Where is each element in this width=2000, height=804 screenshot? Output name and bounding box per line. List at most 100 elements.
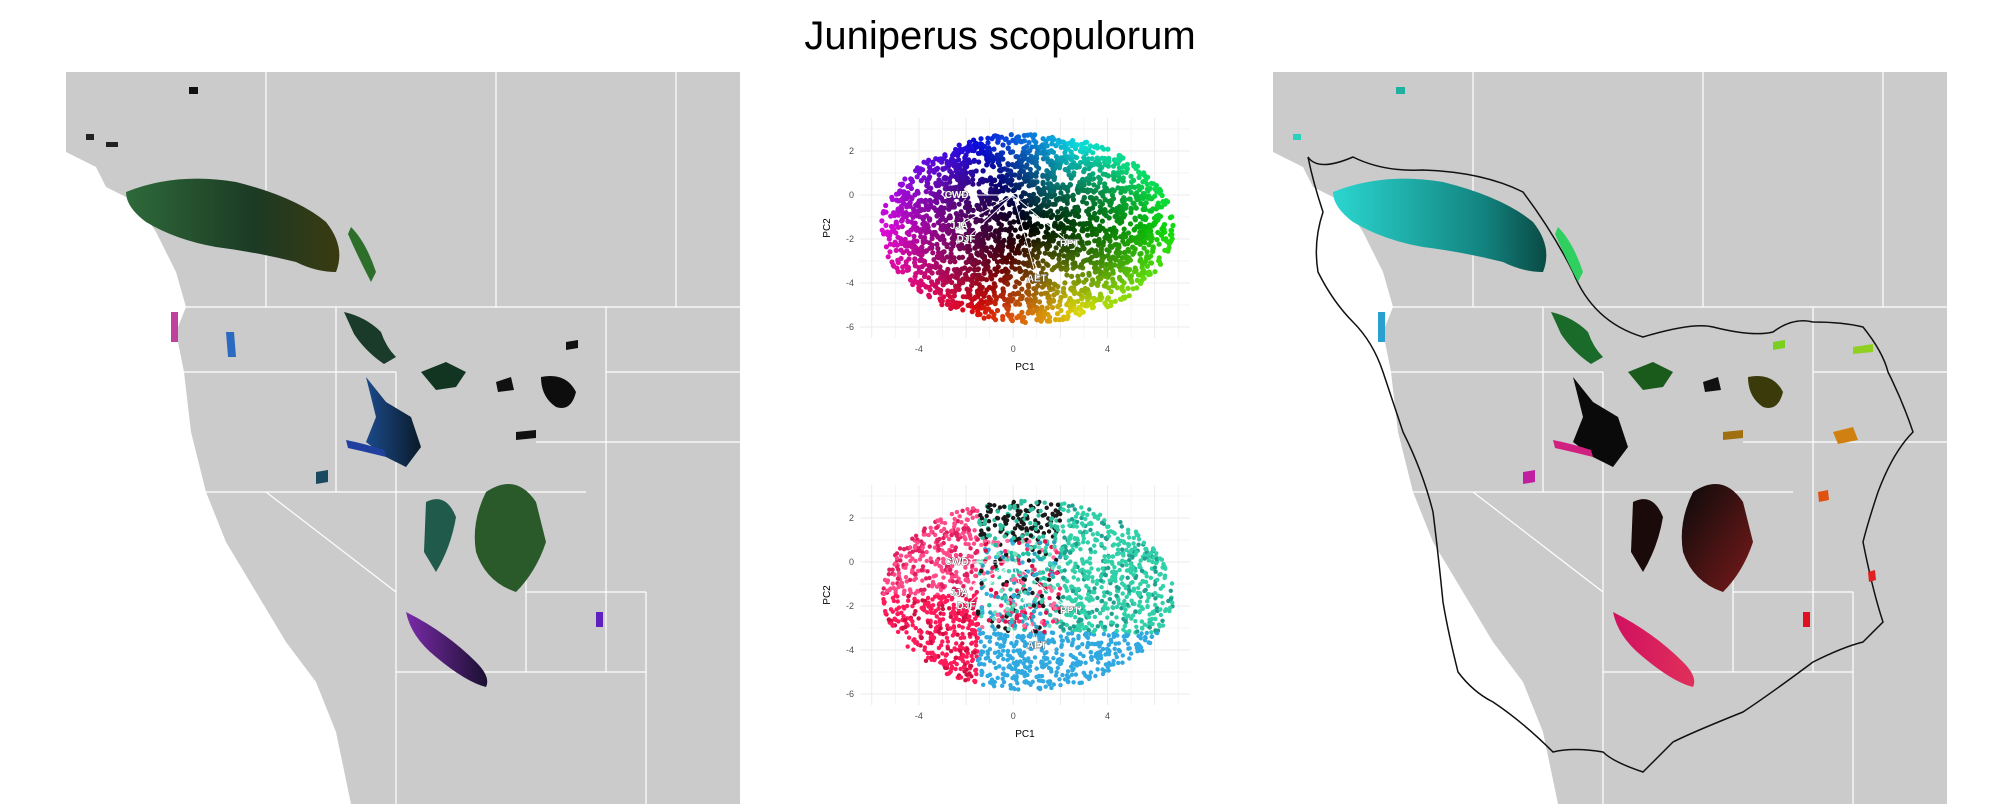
data-point [1033,629,1038,634]
data-point [1005,244,1011,250]
data-point [1005,162,1011,168]
data-point [1099,256,1106,262]
data-point [1051,682,1056,687]
data-point [902,618,908,623]
data-point [967,614,972,619]
data-point [1024,174,1030,180]
data-point [937,595,942,600]
data-point [944,533,949,538]
data-point [1046,199,1052,205]
data-point [920,591,925,596]
data-point [1014,639,1019,644]
data-point [1099,533,1104,539]
data-point [984,591,989,597]
data-point [1162,575,1167,581]
data-point [1032,544,1037,550]
data-point [1062,145,1068,151]
data-point [1056,317,1062,323]
data-point [1140,171,1146,177]
data-point [969,309,975,315]
data-point [986,314,992,320]
left-map-svg [66,72,740,804]
data-point [1144,546,1149,552]
data-point [1065,155,1071,161]
data-point [1130,554,1135,560]
data-point [1093,248,1099,254]
data-point [976,611,981,616]
data-point [1168,605,1173,610]
data-point [1004,518,1010,523]
data-point [992,536,998,541]
data-point [987,639,992,644]
data-point [1000,293,1006,300]
data-point [913,271,919,277]
data-point [1111,262,1118,268]
data-point [1023,144,1030,150]
data-point [1120,288,1126,294]
vector-arrow-ppt [1012,561,1071,611]
data-point [1123,185,1129,191]
data-point [995,567,1000,573]
data-point [993,190,1000,196]
data-point [1098,656,1104,661]
data-point [978,513,983,518]
data-point [1152,186,1158,192]
data-point [974,250,980,256]
data-point [967,631,972,637]
data-point [1061,229,1067,235]
data-point [973,643,979,648]
data-point [1015,670,1020,675]
data-point [961,584,966,589]
data-point [1144,630,1149,636]
data-point [994,152,1000,158]
data-point [1058,661,1063,666]
data-point [1062,583,1067,589]
data-point [1024,224,1030,230]
data-point [1068,550,1073,555]
data-point [1120,199,1126,205]
data-point [939,257,945,263]
data-point [971,267,978,273]
data-point [1024,289,1030,295]
data-point [1039,660,1044,666]
data-point [938,626,943,631]
data-point [1025,310,1031,316]
data-point [1012,526,1018,531]
data-point [1121,250,1127,256]
data-point [1043,229,1049,235]
data-point [991,616,997,621]
data-point [1099,541,1104,547]
data-point [1047,623,1052,628]
data-point [920,564,926,569]
data-point [891,210,897,216]
data-point [1120,533,1125,538]
data-point [1035,260,1041,266]
data-point [1060,259,1067,265]
data-point [1042,651,1047,656]
data-point [946,202,952,208]
data-point [1080,149,1086,155]
data-point [931,222,937,228]
data-point [1092,210,1098,217]
data-point [1043,684,1048,689]
data-point [1007,504,1013,509]
data-point [1072,507,1077,512]
axis-ticks: -4 0 4-6-4-202 [846,513,1110,721]
data-point [956,537,961,542]
data-point [1005,657,1010,663]
data-point [935,518,940,523]
data-point [1075,577,1081,582]
data-point [896,605,902,610]
data-point [1008,182,1015,188]
data-point [1153,628,1158,633]
data-point [1142,622,1147,627]
data-point [953,647,958,652]
data-point [926,532,931,538]
data-point [999,561,1004,566]
data-point [929,657,934,662]
data-point [1084,583,1089,589]
data-point [1026,139,1032,146]
data-point [1044,143,1050,149]
data-point [1166,245,1172,251]
data-point [1068,242,1074,248]
